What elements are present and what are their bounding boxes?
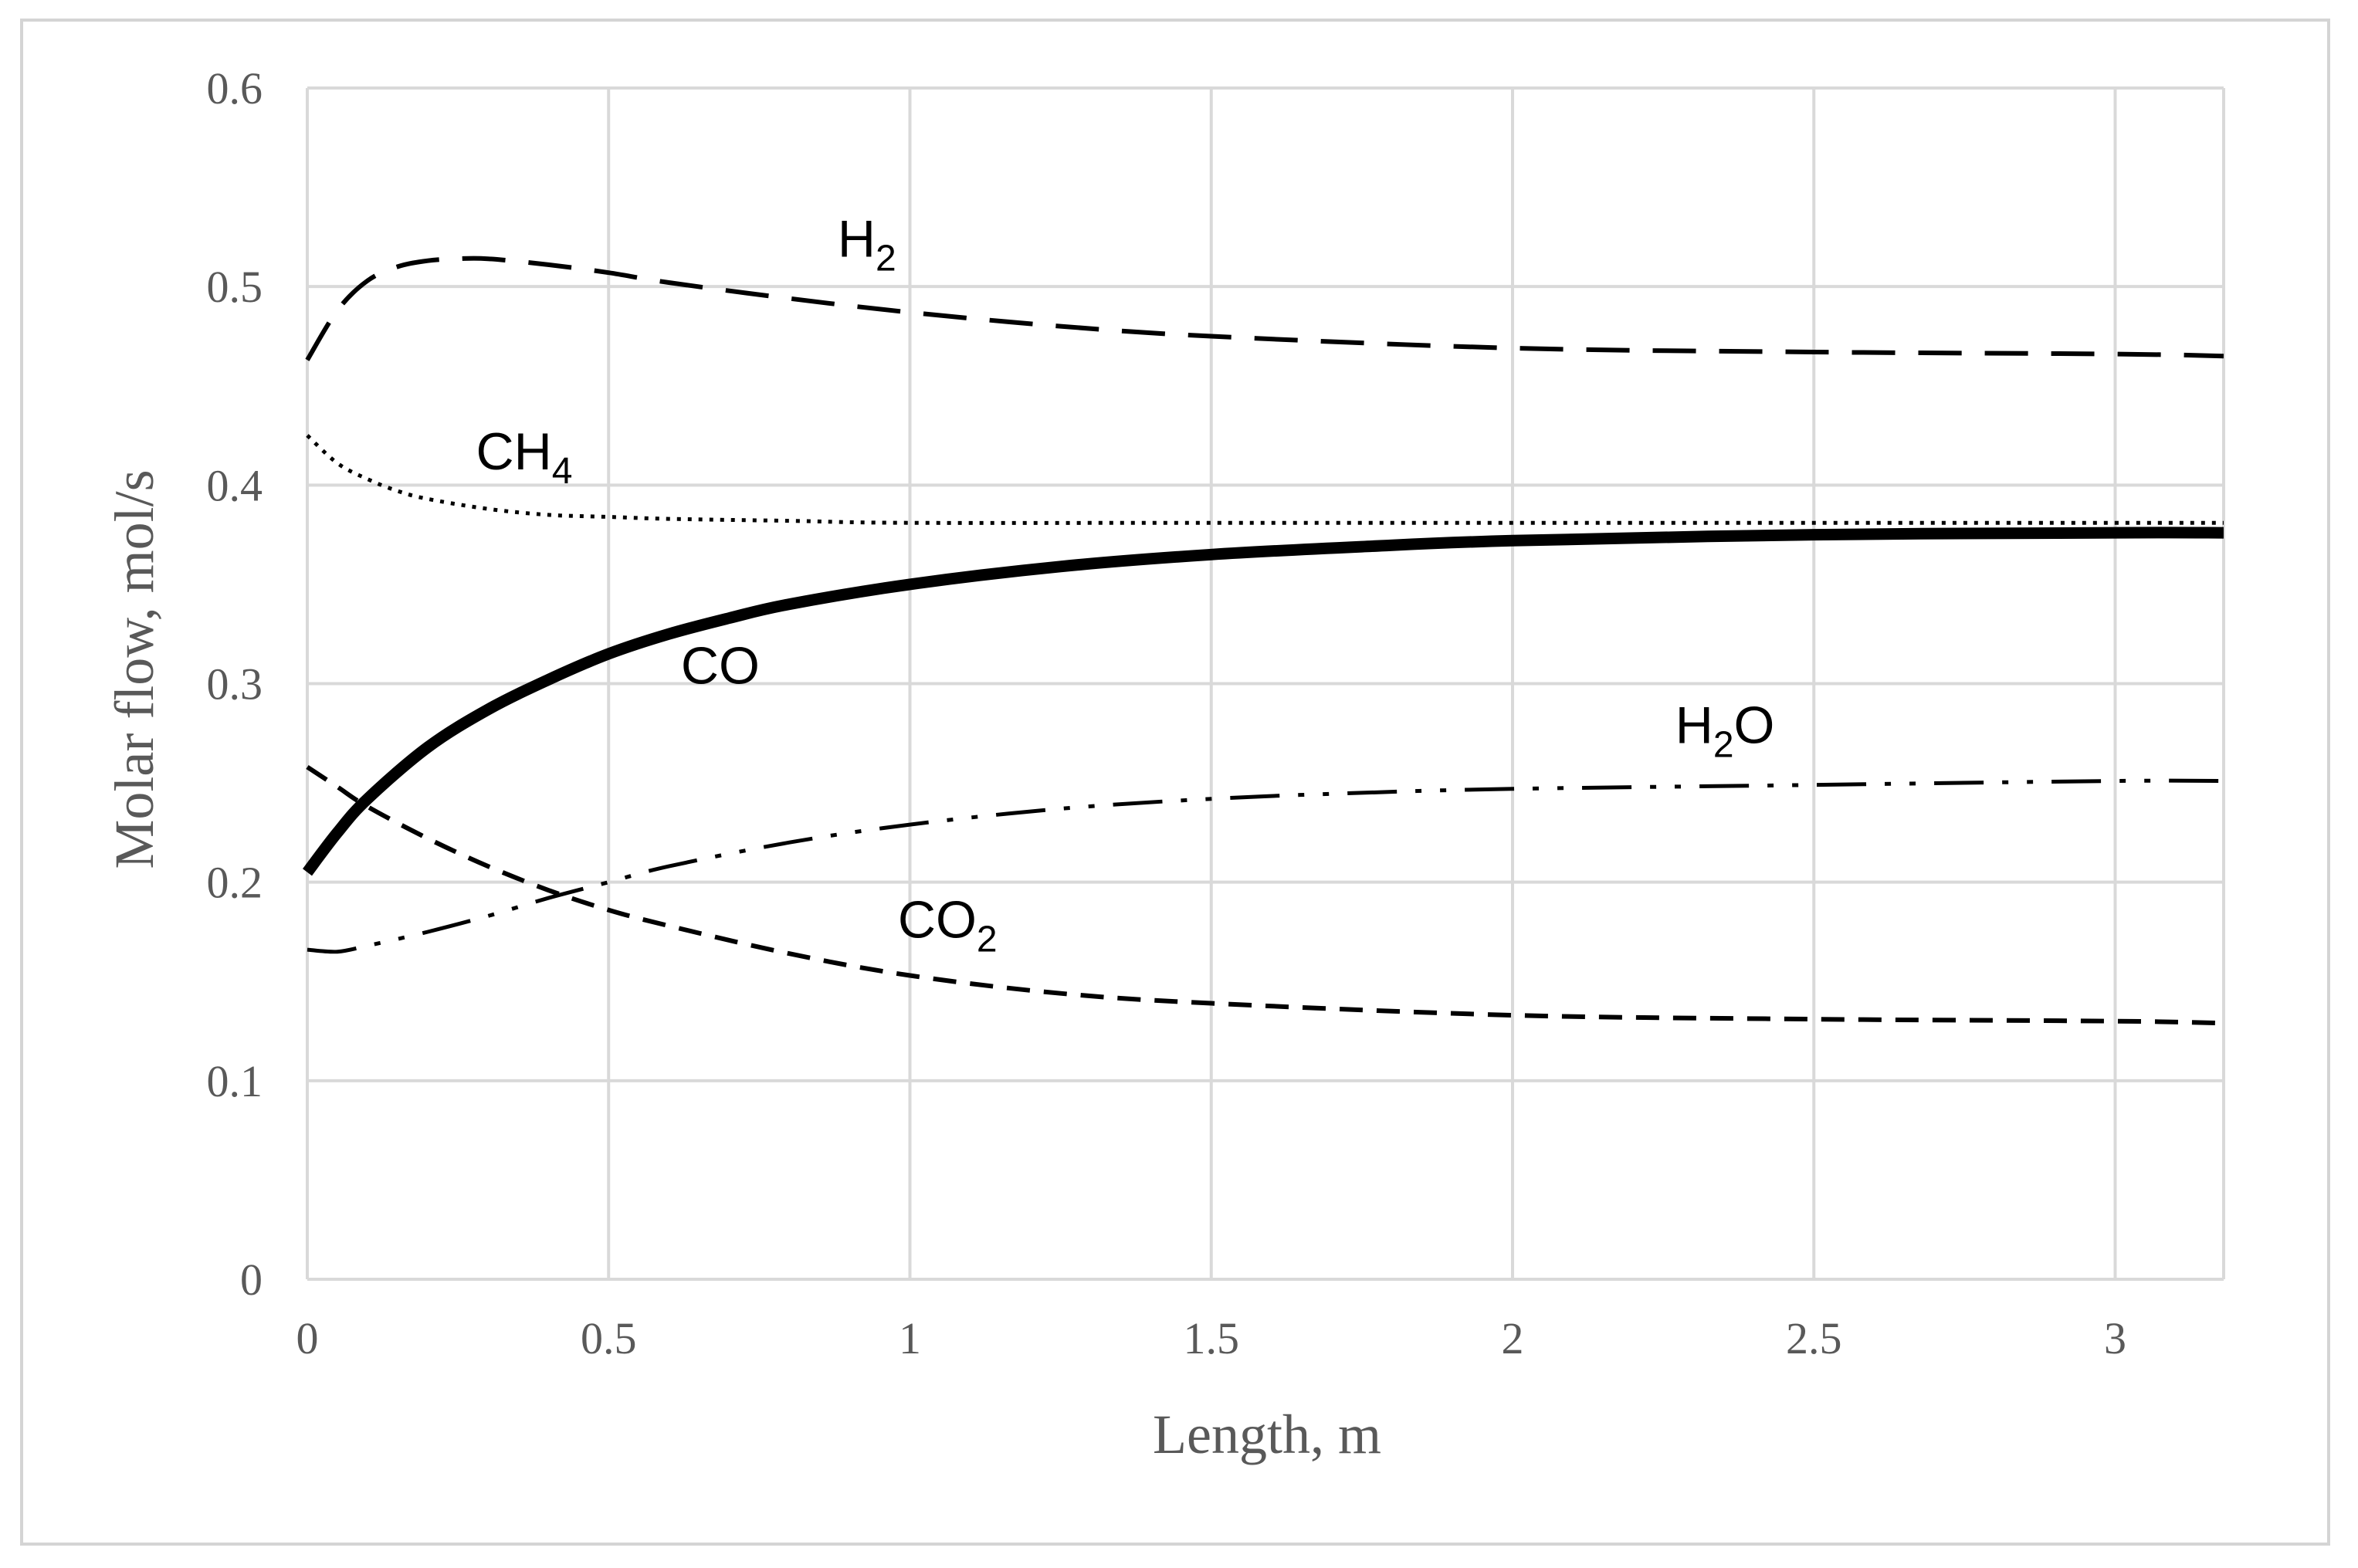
- x-tick-label: 2.5: [1786, 1313, 1842, 1363]
- x-tick-label: 2: [1502, 1313, 1524, 1363]
- series-label-h2: H2: [838, 210, 896, 279]
- y-tick-label: 0.5: [207, 262, 263, 312]
- x-tick-label: 3: [2104, 1313, 2126, 1363]
- y-tick-label: 0.2: [207, 858, 263, 908]
- y-axis-title: Molar flow, mol/s: [103, 469, 165, 869]
- series-layer: [303, 256, 2224, 1026]
- y-tick-label: 0: [240, 1255, 263, 1305]
- series-label-co2: CO2: [898, 891, 998, 960]
- series-label-h2o: H2O: [1675, 696, 1775, 766]
- y-tick-label: 0.6: [207, 63, 263, 113]
- x-tick-label: 1.5: [1184, 1313, 1240, 1363]
- series-line-h2: [305, 256, 2224, 361]
- series-line-co: [303, 527, 2224, 876]
- series-label-layer: H2 CH4 CO H2O CO2: [476, 210, 1775, 960]
- tick-label-layer: 0 0.1 0.2 0.3 0.4 0.5 0.6 0 0.5 1 1.5 2 2.5 3: [207, 63, 2127, 1363]
- series-line-co2: [306, 764, 2224, 1026]
- series-label-co: CO: [681, 637, 760, 696]
- x-tick-label: 0: [296, 1313, 319, 1363]
- series-label-ch4: CH4: [476, 422, 573, 492]
- x-tick-label: 0.5: [581, 1313, 637, 1363]
- y-tick-label: 0.1: [207, 1056, 263, 1106]
- series-line-h2o: [307, 778, 2224, 954]
- y-tick-label: 0.3: [207, 659, 263, 709]
- y-tick-label: 0.4: [207, 460, 263, 510]
- series-line-ch4: [306, 434, 2224, 525]
- grid-layer: [306, 86, 2225, 1281]
- x-tick-label: 1: [899, 1313, 921, 1363]
- x-axis-title: Length, m: [1153, 1404, 1381, 1465]
